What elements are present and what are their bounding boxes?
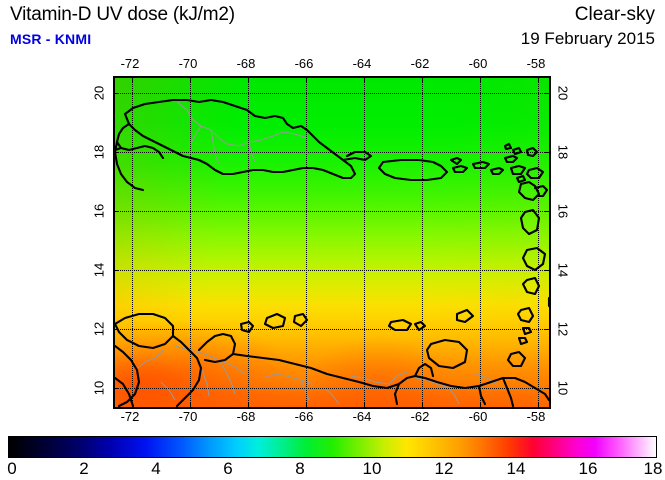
sky-condition-label: Clear-sky (574, 4, 655, 25)
colorbar-tick-label: 14 (506, 459, 526, 478)
axis-tick-left (113, 211, 119, 212)
axis-tick-bottom (422, 403, 423, 409)
axis-tick-right (545, 270, 551, 271)
y-axis-label-right: 12 (555, 321, 571, 337)
y-axis-label-left: 20 (91, 85, 107, 101)
axis-tick-bottom (538, 403, 539, 409)
page-title: Vitamin-D UV dose (kJ/m2) (10, 4, 235, 25)
x-axis-label-bottom: -60 (468, 409, 488, 424)
x-axis-label-bottom: -62 (410, 409, 430, 424)
uv-dose-heatmap (115, 78, 549, 407)
gridline-vertical (422, 78, 423, 407)
axis-tick-top (480, 76, 481, 82)
gridline-vertical (190, 78, 191, 407)
gridline-vertical (248, 78, 249, 407)
axis-tick-top (190, 76, 191, 82)
axis-tick-top (248, 76, 249, 82)
axis-tick-top (306, 76, 307, 82)
x-axis-label-top: -64 (352, 56, 372, 71)
axis-tick-left (113, 270, 119, 271)
axis-tick-top (132, 76, 133, 82)
map-plot-frame (113, 76, 551, 409)
x-axis-label-top: -68 (236, 56, 256, 71)
axis-tick-left (113, 329, 119, 330)
axis-tick-bottom (248, 403, 249, 409)
x-axis-label-top: -60 (468, 56, 488, 71)
axis-tick-right (545, 388, 551, 389)
axis-tick-bottom (306, 403, 307, 409)
axis-tick-right (545, 329, 551, 330)
axis-tick-bottom (132, 403, 133, 409)
date-label: 19 February 2015 (520, 29, 655, 48)
axis-tick-bottom (364, 403, 365, 409)
axis-tick-top (364, 76, 365, 82)
axis-tick-left (113, 152, 119, 153)
colorbar-tick-label: 0 (7, 459, 17, 478)
gridline-vertical (364, 78, 365, 407)
x-axis-label-bottom: -66 (294, 409, 314, 424)
axis-tick-top (422, 76, 423, 82)
gridline-vertical (132, 78, 133, 407)
x-axis-label-top: -62 (410, 56, 430, 71)
gridline-vertical (538, 78, 539, 407)
x-axis-label-top: -70 (178, 56, 198, 71)
gridline-horizontal (115, 152, 549, 153)
y-axis-label-right: 14 (555, 262, 571, 278)
gridline-horizontal (115, 93, 549, 94)
colorbar (8, 436, 657, 458)
colorbar-tick-label: 4 (151, 459, 161, 478)
axis-tick-left (113, 93, 119, 94)
x-axis-label-bottom: -70 (178, 409, 198, 424)
x-axis-label-bottom: -64 (352, 409, 372, 424)
uv-hotspot-west-edge (115, 354, 185, 407)
gridline-horizontal (115, 211, 549, 212)
figure-header: Vitamin-D UV dose (kJ/m2) MSR - KNMI Cle… (0, 0, 665, 56)
axis-tick-left (113, 388, 119, 389)
axis-tick-bottom (480, 403, 481, 409)
gridline-vertical (306, 78, 307, 407)
y-axis-label-left: 10 (91, 380, 107, 396)
y-axis-label-right: 16 (555, 203, 571, 219)
x-axis-label-top: -58 (526, 56, 546, 71)
axis-tick-right (545, 211, 551, 212)
x-axis-label-bottom: -72 (120, 409, 140, 424)
y-axis-label-left: 12 (91, 321, 107, 337)
colorbar-tick-label: 2 (79, 459, 89, 478)
x-axis-label-bottom: -68 (236, 409, 256, 424)
axis-tick-top (538, 76, 539, 82)
y-axis-label-right: 18 (555, 144, 571, 160)
colorbar-gradient (9, 437, 656, 457)
colorbar-tick-label: 12 (434, 459, 454, 478)
y-axis-label-right: 10 (555, 380, 571, 396)
axis-tick-bottom (190, 403, 191, 409)
y-axis-label-right: 20 (555, 85, 571, 101)
colorbar-tick-label: 16 (578, 459, 598, 478)
colorbar-tick-label: 8 (295, 459, 305, 478)
gridline-vertical (480, 78, 481, 407)
colorbar-tick-label: 6 (223, 459, 233, 478)
gridline-horizontal (115, 329, 549, 330)
y-axis-label-left: 14 (91, 262, 107, 278)
colorbar-tick-label: 10 (362, 459, 382, 478)
x-axis-label-top: -66 (294, 56, 314, 71)
source-label: MSR - KNMI (10, 31, 92, 47)
gridline-horizontal (115, 388, 549, 389)
gridline-horizontal (115, 270, 549, 271)
axis-tick-right (545, 93, 551, 94)
uv-hotspot-venezuela (305, 334, 454, 407)
x-axis-label-bottom: -58 (526, 409, 546, 424)
x-axis-label-top: -72 (120, 56, 140, 71)
colorbar-tick-label: 18 (643, 459, 663, 478)
y-axis-label-left: 16 (91, 203, 107, 219)
y-axis-label-left: 18 (91, 144, 107, 160)
axis-tick-right (545, 152, 551, 153)
